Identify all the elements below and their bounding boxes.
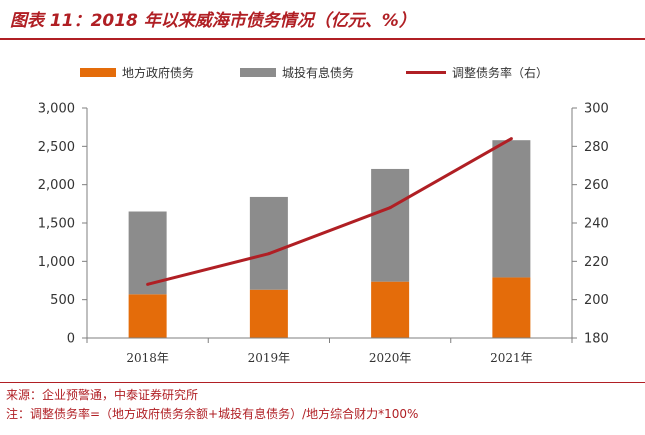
bar-chengtou-debt — [492, 140, 531, 278]
bar-local-gov-debt — [371, 281, 410, 338]
ratio-point — [146, 282, 150, 286]
legend-swatch-chengtou-debt — [240, 68, 276, 77]
left-axis: 0 500 1,000 1,500 2,000 2,500 3,000 — [38, 102, 88, 347]
x-axis-tick-label: 2018年 — [126, 351, 169, 365]
left-axis-tick-label: 2,500 — [38, 140, 75, 155]
formula-note: 注：调整债务率=（地方政府债务余额+城投有息债务）/地方综合财力*100% — [6, 407, 419, 421]
bar-local-gov-debt — [128, 294, 167, 338]
legend-label-ratio-line: 调整债务率（右） — [452, 65, 548, 80]
legend: 地方政府债务 城投有息债务 调整债务率（右） — [80, 65, 548, 80]
left-axis-tick-label: 3,000 — [38, 102, 75, 117]
bars — [128, 140, 531, 338]
ratio-line — [147, 137, 513, 286]
right-axis: 180 200 220 240 260 280 300 — [571, 102, 609, 347]
legend-label-local-gov-debt: 地方政府债务 — [122, 65, 194, 80]
legend-label-chengtou-debt: 城投有息债务 — [282, 65, 354, 80]
right-axis-tick-label: 280 — [584, 140, 609, 155]
right-axis-tick-label: 260 — [584, 178, 609, 193]
left-axis-tick-label: 0 — [67, 332, 75, 347]
ratio-point — [388, 206, 392, 210]
source-note: 来源：企业预警通，中泰证券研究所 — [6, 388, 199, 402]
right-axis-tick-label: 220 — [584, 255, 609, 270]
bar-local-gov-debt — [492, 277, 531, 338]
bar-chengtou-debt — [371, 168, 410, 282]
ratio-point — [509, 137, 513, 141]
footer-divider — [0, 382, 645, 383]
bar-local-gov-debt — [249, 289, 288, 338]
left-axis-tick-label: 500 — [50, 293, 75, 308]
right-axis-tick-label: 200 — [584, 293, 609, 308]
left-axis-tick-label: 1,000 — [38, 255, 75, 270]
x-axis-tick-label: 2021年 — [490, 351, 533, 365]
title-divider — [0, 38, 645, 40]
right-axis-tick-label: 300 — [584, 102, 609, 117]
left-axis-tick-label: 1,500 — [38, 217, 75, 232]
ratio-point — [267, 252, 271, 256]
right-axis-tick-label: 180 — [584, 332, 609, 347]
chart-area: 地方政府债务 城投有息债务 调整债务率（右） 0 500 1,000 1,500 2,000… — [38, 65, 609, 365]
bar-chengtou-debt — [249, 196, 288, 290]
left-axis-tick-label: 2,000 — [38, 178, 75, 193]
right-axis-tick-label: 240 — [584, 217, 609, 232]
x-axis: 2018年 2019年 2020年 2021年 — [86, 337, 573, 365]
x-axis-tick-label: 2019年 — [248, 351, 291, 365]
legend-swatch-local-gov-debt — [80, 68, 116, 77]
x-axis-tick-label: 2020年 — [369, 351, 412, 365]
chart-title: 图表 11：2018 年以来威海市债务情况（亿元、%） — [10, 11, 416, 31]
ratio-line-group — [146, 137, 513, 286]
